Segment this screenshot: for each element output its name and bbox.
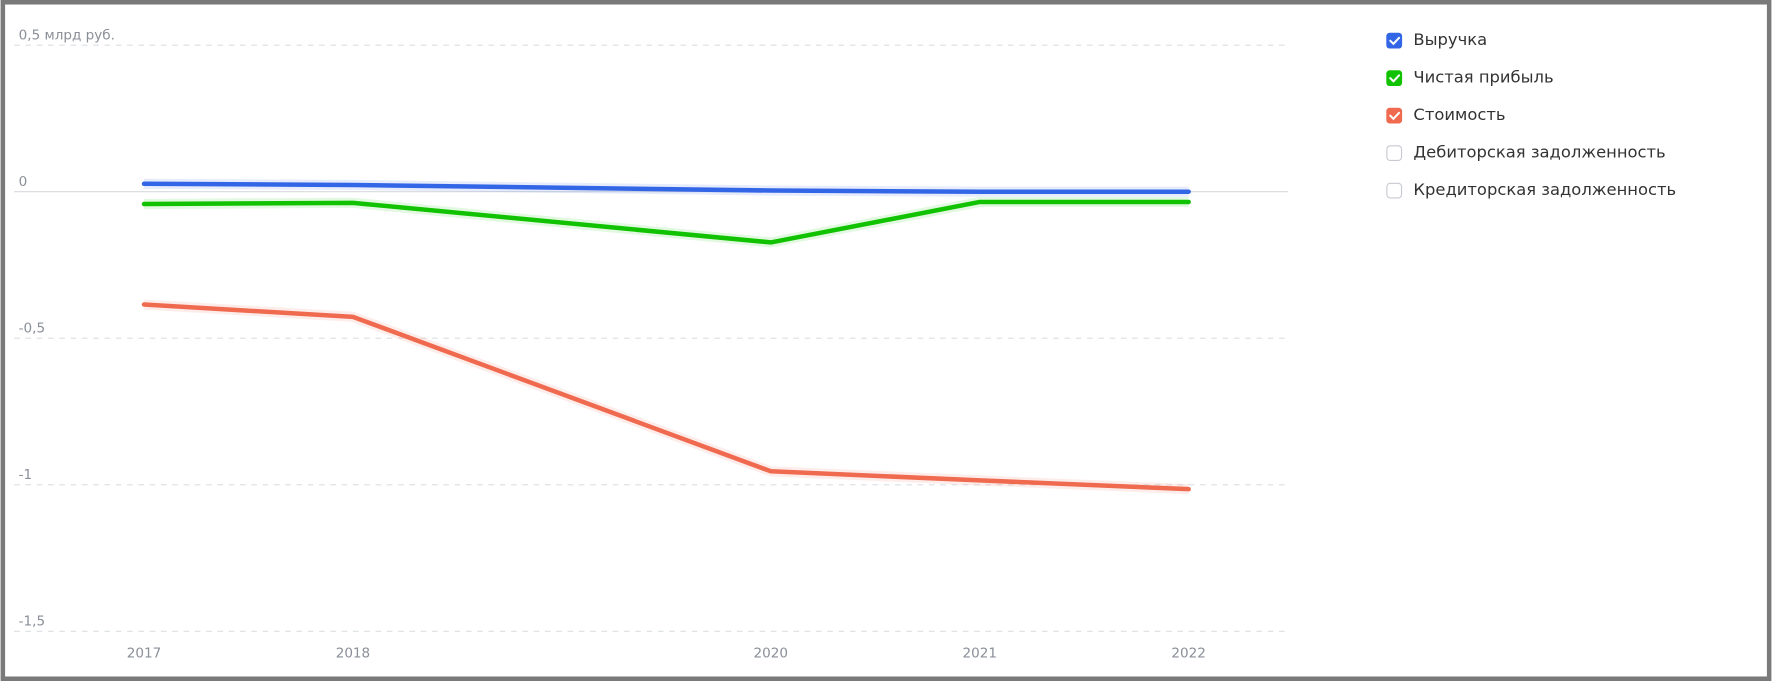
checkbox[interactable]: [1386, 145, 1403, 162]
checkmark: [1389, 74, 1401, 83]
x-tick-label: 2021: [962, 645, 996, 661]
checkmark: [1389, 111, 1401, 121]
legend-label: Чистая прибыль: [1413, 68, 1553, 87]
y-tick-label: -1,5: [19, 614, 45, 630]
legend-item[interactable]: Стоимость: [1386, 105, 1506, 124]
y-tick-label: -0,5: [19, 321, 45, 337]
checkbox-checked[interactable]: [1386, 70, 1403, 87]
legend-item[interactable]: Чистая прибыль: [1386, 68, 1554, 87]
x-tick-label: 2022: [1171, 645, 1205, 661]
legend-item[interactable]: Дебиторская задолженность: [1386, 143, 1666, 162]
series-line: [141, 302, 1191, 492]
checkbox-checked[interactable]: [1386, 32, 1403, 49]
legend-item[interactable]: Выручка: [1386, 30, 1487, 49]
legend-label: Кредиторская задолженность: [1413, 180, 1676, 199]
legend-label: Стоимость: [1413, 105, 1505, 124]
checkbox[interactable]: [1386, 182, 1403, 199]
legend-label: Выручка: [1413, 30, 1487, 49]
checkmark: [1389, 36, 1401, 46]
legend-item[interactable]: Кредиторская задолженность: [1386, 180, 1676, 199]
x-tick-label: 2020: [754, 645, 788, 661]
y-tick-label: -1: [19, 467, 33, 483]
y-tick-label: 0,5 млрд руб.: [19, 28, 115, 44]
checkbox-checked[interactable]: [1386, 107, 1403, 124]
series-line: [141, 199, 1191, 245]
legend-label: Дебиторская задолженность: [1413, 143, 1665, 162]
x-tick-label: 2017: [127, 645, 161, 661]
series-line: [141, 181, 1191, 194]
x-tick-label: 2018: [336, 645, 370, 661]
y-tick-label: 0: [19, 174, 28, 190]
